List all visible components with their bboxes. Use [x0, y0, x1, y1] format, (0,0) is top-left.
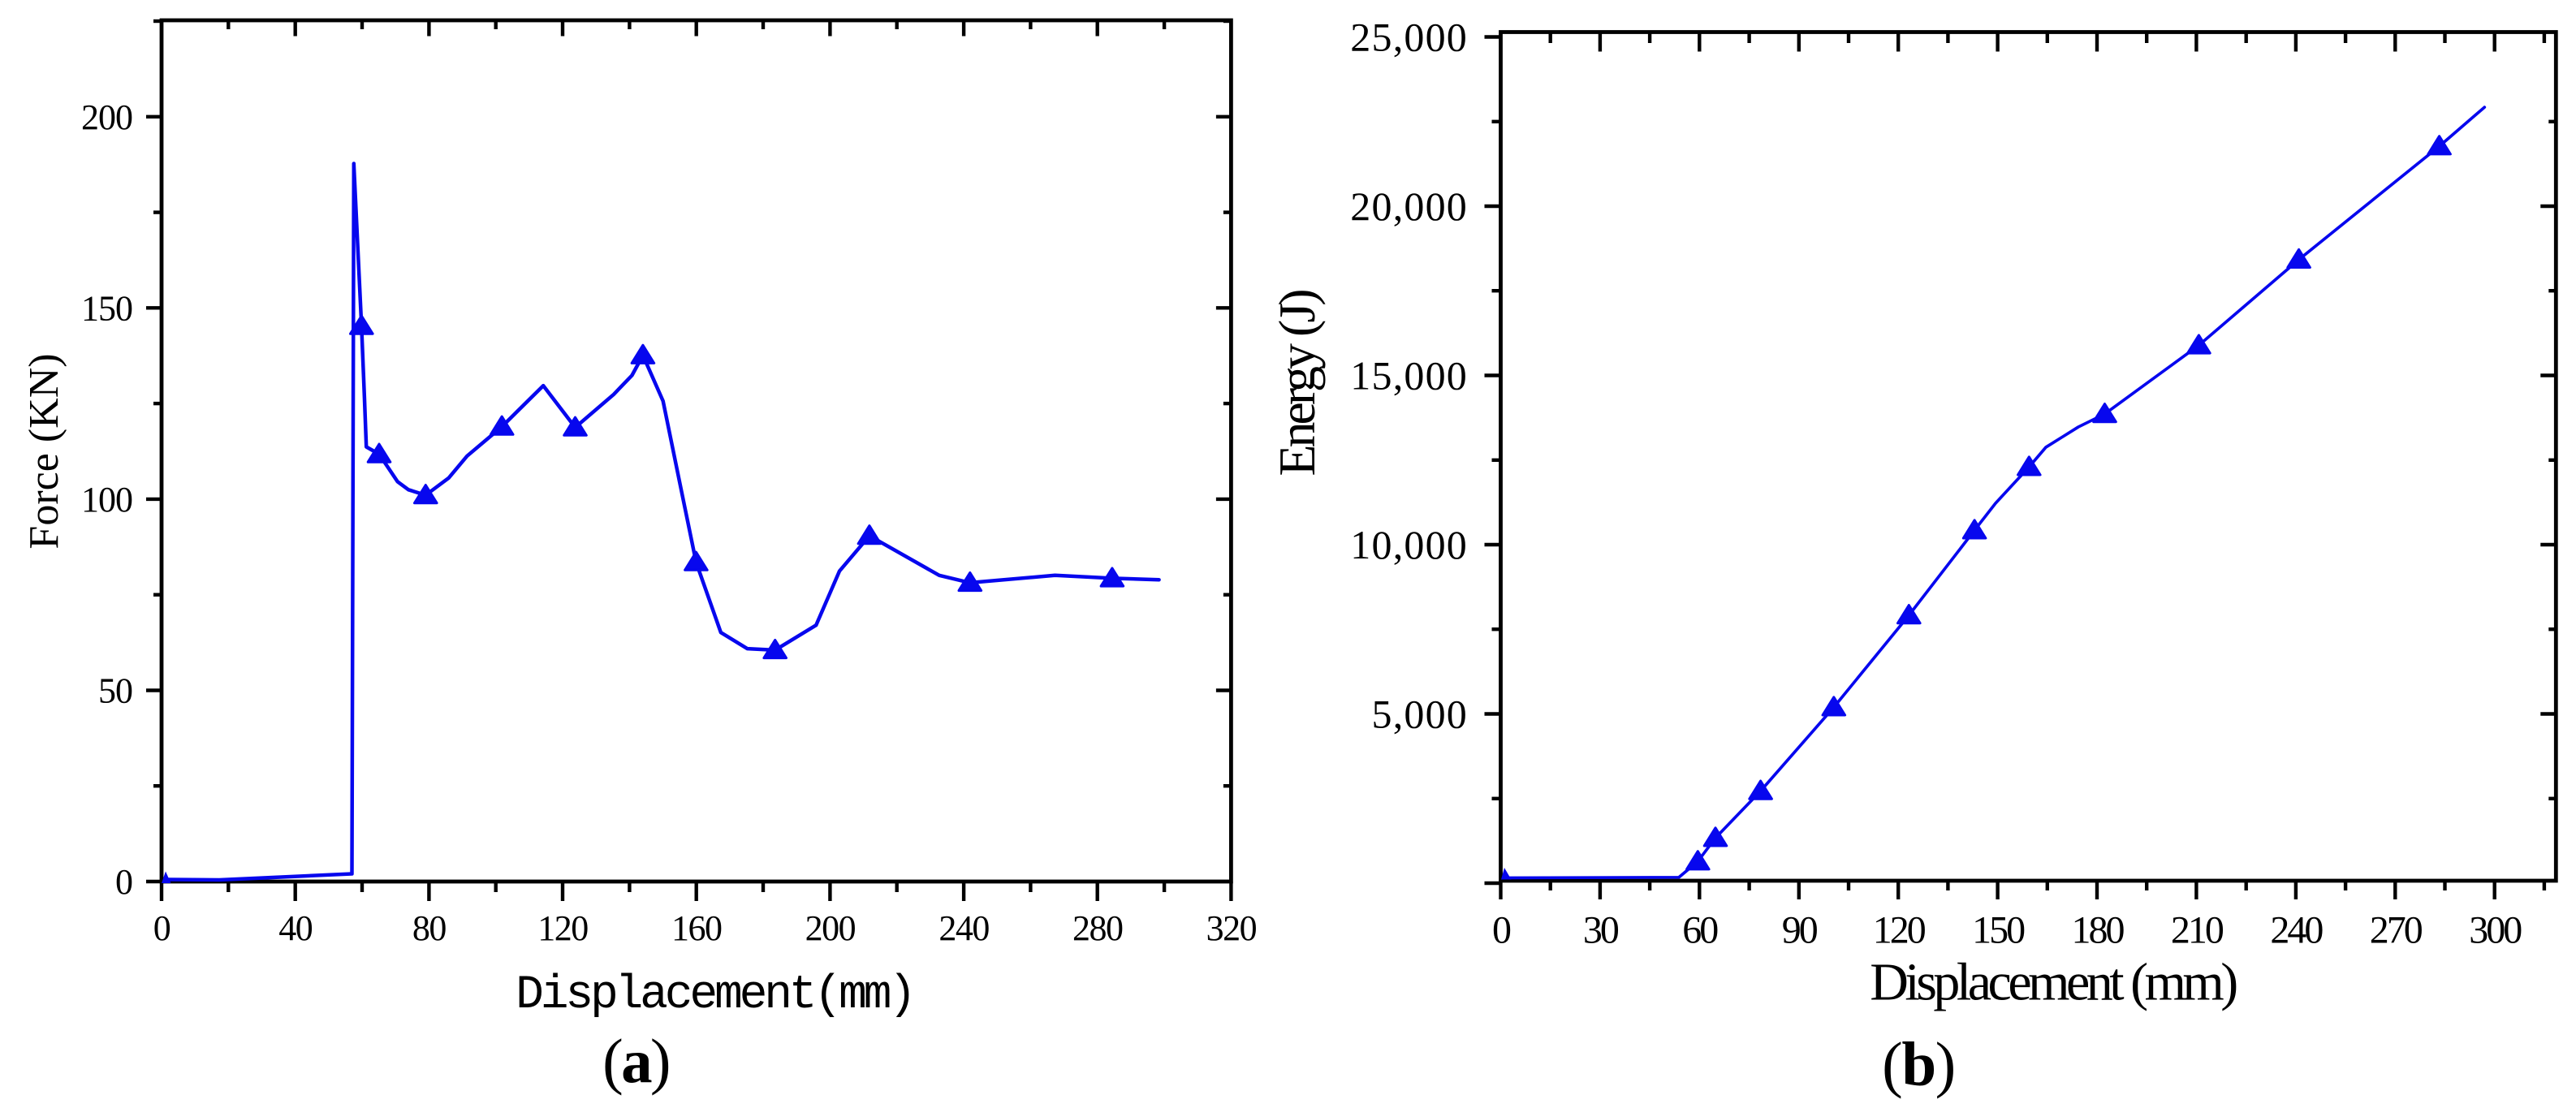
- svg-text:Displacement (mm): Displacement (mm): [1870, 953, 2237, 1012]
- svg-text:150: 150: [1972, 909, 2025, 952]
- svg-text:Force (KN): Force (KN): [21, 353, 67, 549]
- svg-text:0: 0: [153, 908, 170, 948]
- svg-text:Displacement(mm): Displacement(mm): [516, 969, 913, 1022]
- svg-text:240: 240: [938, 908, 989, 948]
- svg-text:120: 120: [537, 908, 588, 948]
- svg-text:5,000: 5,000: [1372, 692, 1469, 737]
- svg-text:300: 300: [2469, 909, 2522, 952]
- svg-text:(b): (b): [1882, 1029, 1955, 1099]
- svg-text:120: 120: [1873, 909, 1926, 952]
- svg-text:20,000: 20,000: [1350, 183, 1468, 229]
- svg-text:200: 200: [81, 97, 132, 137]
- svg-text:150: 150: [81, 289, 132, 329]
- svg-text:180: 180: [2072, 909, 2125, 952]
- svg-text:280: 280: [1072, 908, 1123, 948]
- svg-text:Energy (J): Energy (J): [1268, 291, 1326, 476]
- svg-text:80: 80: [412, 908, 447, 948]
- svg-text:160: 160: [671, 908, 722, 948]
- svg-text:30: 30: [1583, 909, 1619, 952]
- svg-text:60: 60: [1682, 909, 1718, 952]
- svg-text:90: 90: [1782, 909, 1818, 952]
- svg-text:50: 50: [98, 671, 132, 711]
- svg-text:200: 200: [805, 908, 856, 948]
- svg-text:210: 210: [2171, 909, 2224, 952]
- svg-text:40: 40: [278, 908, 313, 948]
- svg-text:25,000: 25,000: [1350, 15, 1468, 60]
- svg-text:320: 320: [1206, 908, 1257, 948]
- svg-text:10,000: 10,000: [1350, 522, 1468, 567]
- svg-text:15,000: 15,000: [1350, 353, 1468, 399]
- svg-text:0: 0: [115, 862, 132, 902]
- svg-text:100: 100: [81, 480, 132, 520]
- svg-text:0: 0: [1492, 909, 1511, 952]
- svg-text:(a): (a): [602, 1026, 669, 1096]
- svg-text:270: 270: [2370, 909, 2423, 952]
- svg-text:240: 240: [2270, 909, 2323, 952]
